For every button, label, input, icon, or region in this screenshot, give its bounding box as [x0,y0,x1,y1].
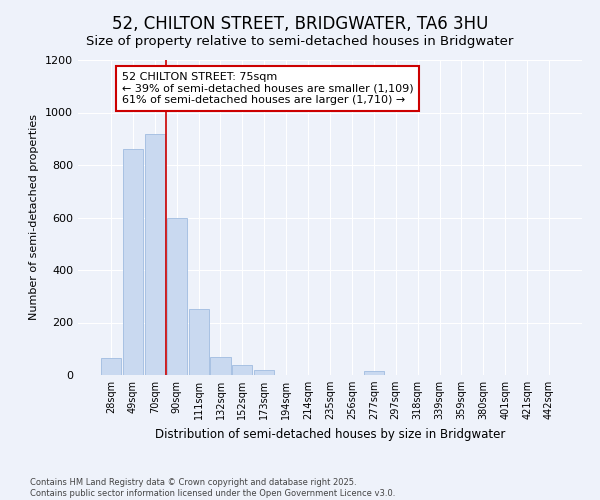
Y-axis label: Number of semi-detached properties: Number of semi-detached properties [29,114,40,320]
Bar [211,356,230,375]
Bar [101,358,121,375]
Text: Contains HM Land Registry data © Crown copyright and database right 2025.
Contai: Contains HM Land Registry data © Crown c… [30,478,395,498]
Text: 52 CHILTON STREET: 75sqm
← 39% of semi-detached houses are smaller (1,109)
61% o: 52 CHILTON STREET: 75sqm ← 39% of semi-d… [122,72,413,105]
Bar [364,371,384,375]
Bar [167,218,187,375]
Bar [188,310,209,375]
Bar [232,365,253,375]
Text: 52, CHILTON STREET, BRIDGWATER, TA6 3HU: 52, CHILTON STREET, BRIDGWATER, TA6 3HU [112,15,488,33]
Bar [145,134,165,375]
Bar [123,149,143,375]
Bar [254,370,274,375]
X-axis label: Distribution of semi-detached houses by size in Bridgwater: Distribution of semi-detached houses by … [155,428,505,440]
Text: Size of property relative to semi-detached houses in Bridgwater: Size of property relative to semi-detach… [86,35,514,48]
